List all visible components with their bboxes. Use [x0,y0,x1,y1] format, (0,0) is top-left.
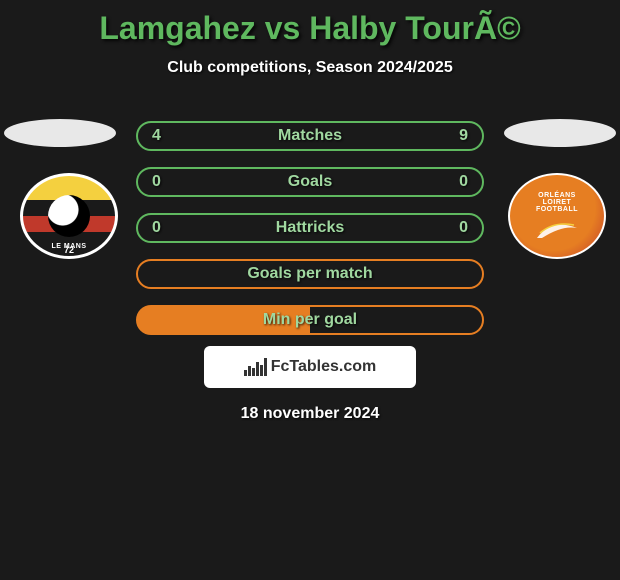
stat-right-value: 0 [459,173,468,191]
team-right-label: ORLÉANS LOIRET FOOTBALL [536,192,578,213]
subtitle: Club competitions, Season 2024/2025 [0,59,620,77]
stat-left-value: 0 [152,173,161,191]
watermark[interactable]: FcTables.com [204,346,416,388]
team-left-label: LE MANS [52,243,87,250]
stat-label: Goals [288,173,332,191]
stat-label: Matches [278,127,342,145]
content-area: LE MANS ORLÉANS LOIRET FOOTBALL 4 Matche… [0,107,620,447]
page-title: Lamgahez vs Halby TourÃ© [0,10,620,47]
stat-left-value: 0 [152,219,161,237]
stat-label: Goals per match [247,265,372,283]
chart-icon [244,358,267,376]
stat-right-value: 0 [459,219,468,237]
team-right-ellipse [504,119,616,147]
team-left-logo[interactable]: LE MANS [20,173,118,259]
stat-label: Min per goal [263,311,357,329]
stat-row-hattricks: 0 Hattricks 0 [136,213,484,243]
team-left-ellipse [4,119,116,147]
stats-column: 4 Matches 9 0 Goals 0 0 Hattricks 0 Goal… [136,121,484,351]
stat-right-value: 9 [459,127,468,145]
team-right-logo[interactable]: ORLÉANS LOIRET FOOTBALL [508,173,606,259]
stat-left-value: 4 [152,127,161,145]
stat-row-min-per-goal: Min per goal [136,305,484,335]
soccer-ball-icon [48,195,90,237]
stat-row-goals-per-match: Goals per match [136,259,484,289]
stat-label: Hattricks [276,219,344,237]
swoosh-icon [532,213,582,243]
date-text: 18 november 2024 [241,405,380,423]
watermark-text: FcTables.com [271,358,377,376]
main-container: Lamgahez vs Halby TourÃ© Club competitio… [0,0,620,457]
stat-row-matches: 4 Matches 9 [136,121,484,151]
stat-row-goals: 0 Goals 0 [136,167,484,197]
